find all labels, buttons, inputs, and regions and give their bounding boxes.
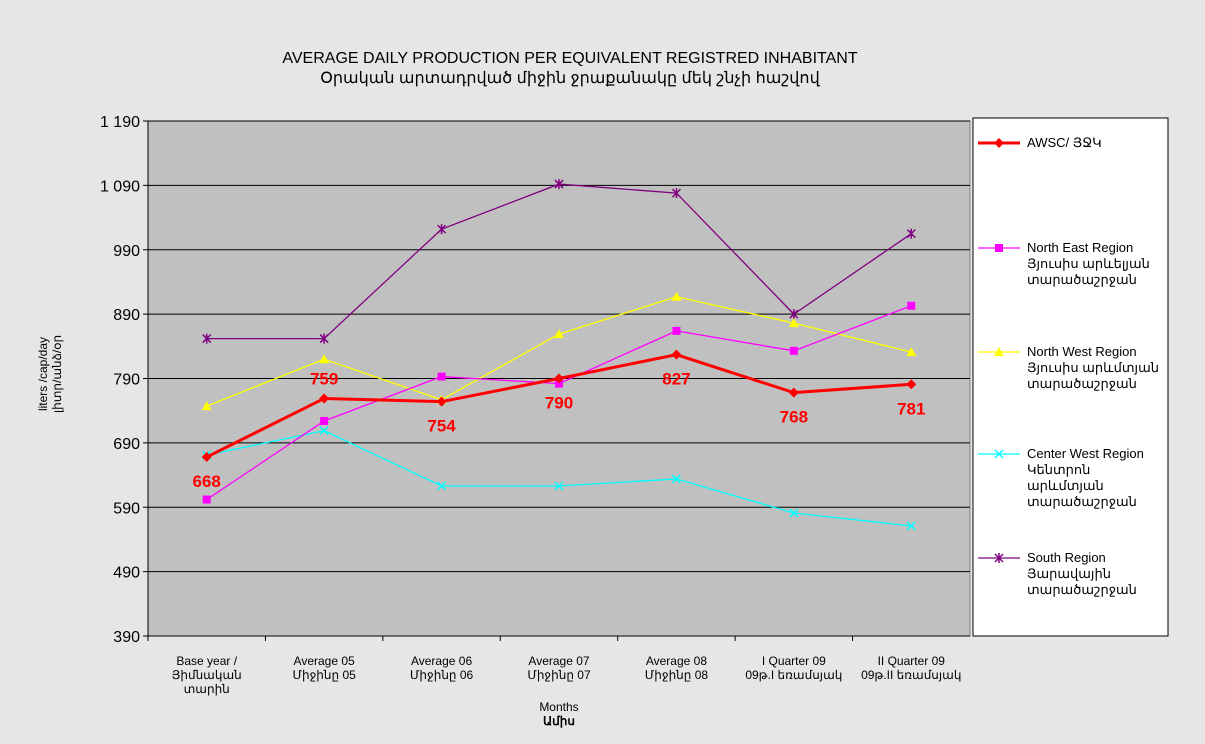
x-tick-label: II Quarter 09 09թ.II եռամսյակ xyxy=(861,654,962,682)
y-tick-label: 990 xyxy=(113,243,140,260)
marker xyxy=(201,452,212,463)
chart-title: AVERAGE DAILY PRODUCTION PER EQUIVALENT … xyxy=(282,50,858,67)
marker xyxy=(671,188,681,199)
marker xyxy=(320,416,329,425)
data-label: 790 xyxy=(545,394,573,413)
y-tick-label: 490 xyxy=(113,565,140,582)
chart-subtitle: Օրական արտադրված միջին ջրաքանակը մեկ շնչ… xyxy=(320,70,820,87)
x-axis-label: Months xyxy=(539,700,579,714)
marker xyxy=(201,401,212,411)
legend-label: North West Region Յյուսիս արևմտյան տարած… xyxy=(1027,344,1159,391)
x-tick-label: Average 05 Միջինը 05 xyxy=(292,654,356,682)
marker xyxy=(789,346,798,355)
x-tick-label: Average 06 Միջինը 06 xyxy=(409,654,474,682)
marker xyxy=(788,387,799,398)
legend-label: North East Region Յյուսիս արևելյան տարած… xyxy=(1027,240,1150,287)
marker xyxy=(319,393,330,404)
marker xyxy=(995,244,1003,252)
marker xyxy=(907,301,916,310)
y-tick-label: 590 xyxy=(113,500,140,517)
marker xyxy=(994,347,1004,356)
y-axis-label: liters /cap/day լիտր/անձ/օր xyxy=(36,334,64,414)
marker xyxy=(788,318,799,328)
legend-label: Center West Region Կենտրոն արևմտյան տարա… xyxy=(1027,446,1144,509)
marker xyxy=(319,426,329,436)
marker xyxy=(554,179,564,190)
marker xyxy=(319,354,330,364)
marker xyxy=(555,379,563,388)
y-tick-label: 1 190 xyxy=(100,114,140,131)
marker xyxy=(994,553,1004,563)
marker xyxy=(554,329,564,339)
marker xyxy=(319,333,329,344)
marker xyxy=(789,508,799,518)
y-tick-label: 690 xyxy=(113,436,140,453)
x-tick-label: Average 07 Միջինը 07 xyxy=(527,654,591,682)
marker xyxy=(436,396,447,407)
marker xyxy=(906,347,917,357)
y-tick-label: 790 xyxy=(113,372,140,389)
x-tick-label: Average 08 Միջինը 08 xyxy=(644,654,709,682)
marker xyxy=(994,449,1004,459)
y-tick-label: 890 xyxy=(113,307,140,324)
data-label: 781 xyxy=(897,399,925,418)
data-label: 754 xyxy=(427,417,456,436)
legend-label: South Region Յարավային տարածաշրջան xyxy=(1027,550,1137,597)
marker xyxy=(554,481,564,491)
marker xyxy=(906,379,917,390)
legend-label: AWSC/ ՅՋԿ xyxy=(1027,135,1102,150)
data-label: 668 xyxy=(193,472,221,491)
x-tick-label: Base year / Յիմնական տարին xyxy=(171,654,242,696)
marker xyxy=(671,349,682,360)
marker xyxy=(202,333,212,344)
marker xyxy=(906,521,916,531)
marker xyxy=(437,481,447,491)
marker xyxy=(437,224,447,235)
marker xyxy=(671,291,682,301)
data-label: 768 xyxy=(780,408,808,427)
x-tick-label: I Quarter 09 09թ.I եռամսյակ xyxy=(745,654,843,682)
y-tick-label: 1 090 xyxy=(100,178,140,195)
legend-box xyxy=(972,117,1169,637)
marker xyxy=(906,228,916,239)
marker xyxy=(554,373,564,384)
data-label: 759 xyxy=(310,369,338,388)
marker xyxy=(437,372,446,381)
marker xyxy=(671,474,681,484)
marker xyxy=(672,326,681,335)
marker xyxy=(994,138,1004,148)
marker xyxy=(202,495,211,504)
data-label: 827 xyxy=(662,370,690,389)
x-axis-label-2: Ամիս xyxy=(542,714,575,728)
y-tick-label: 390 xyxy=(113,629,140,646)
marker xyxy=(789,309,799,320)
